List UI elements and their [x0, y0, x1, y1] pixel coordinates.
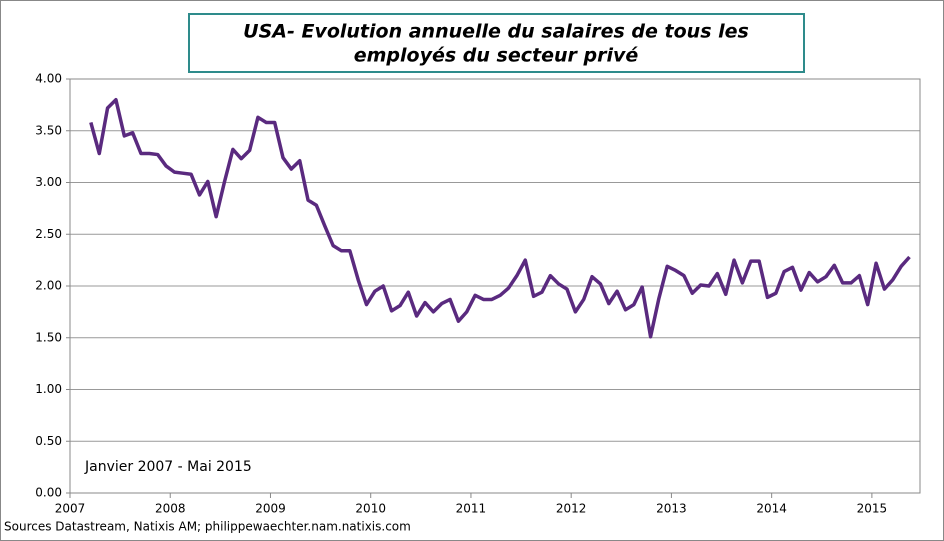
x-tick-label: 2010: [355, 502, 386, 516]
y-tick-label: 0.00: [35, 486, 62, 500]
x-tick-label: 2015: [857, 502, 888, 516]
x-tick-label: 2008: [155, 502, 186, 516]
x-tick-label: 2013: [656, 502, 687, 516]
x-tick-label: 2012: [556, 502, 587, 516]
y-tick-label: 3.00: [35, 175, 62, 189]
y-tick-label: 0.50: [35, 434, 62, 448]
x-tick-label: 2014: [756, 502, 787, 516]
x-tick-label: 2009: [255, 502, 286, 516]
x-tick-label: 2011: [456, 502, 487, 516]
source-note: Sources Datastream, Natixis AM; philippe…: [4, 520, 411, 534]
data-line: [89, 97, 911, 339]
y-tick-label: 2.00: [35, 279, 62, 293]
annotation: Janvier 2007 - Mai 2015: [84, 459, 252, 475]
y-tick-label: 1.00: [35, 382, 62, 396]
y-tick-label: 4.00: [35, 72, 62, 86]
chart-title: employés du secteur privé: [354, 45, 639, 67]
y-tick-label: 3.50: [35, 123, 62, 137]
plot-area: [69, 78, 921, 494]
y-tick-label: 1.50: [35, 330, 62, 344]
title-box: [188, 13, 805, 73]
x-tick-label: 2007: [55, 502, 86, 516]
chart-title: USA- Evolution annuelle du salaires de t…: [243, 21, 749, 43]
y-tick-label: 2.50: [35, 227, 62, 241]
